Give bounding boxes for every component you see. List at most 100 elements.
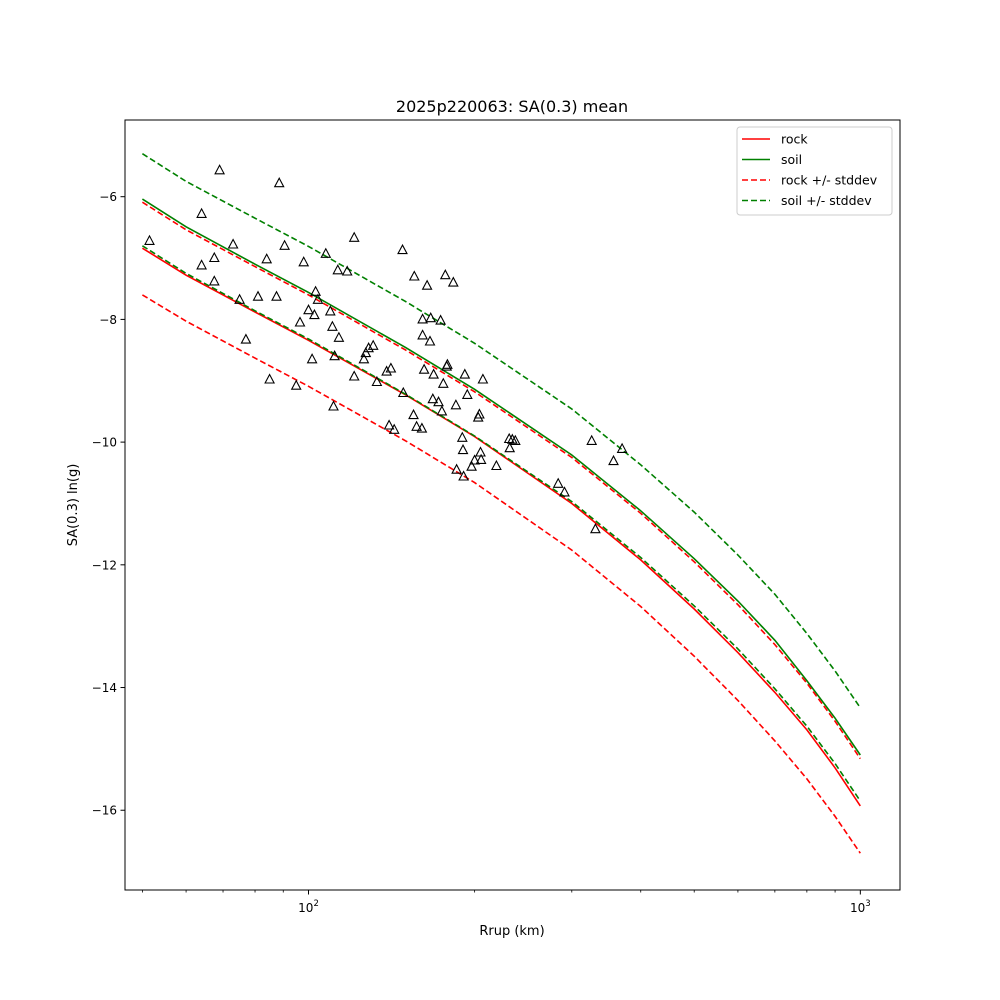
- x-tick-label: 103: [850, 899, 871, 915]
- series-line-2: [141, 201, 861, 760]
- observation-point-18: [303, 304, 314, 315]
- observation-point-27: [329, 350, 341, 361]
- observation-point-83: [552, 477, 564, 488]
- observation-point-85: [586, 434, 598, 445]
- observation-point-20: [308, 308, 320, 320]
- observation-point-34: [360, 346, 372, 358]
- chart-title: 2025p220063: SA(0.3) mean: [396, 97, 628, 116]
- y-tick-label: −6: [99, 190, 117, 204]
- observation-point-80: [504, 442, 516, 453]
- series-line-3: [141, 294, 861, 854]
- legend-label: soil: [781, 152, 802, 167]
- observation-point-63: [447, 276, 459, 287]
- observation-point-66: [456, 431, 468, 442]
- observation-point-9: [252, 290, 264, 301]
- legend: rock soil rock +/- stddev soil +/- stddev: [736, 126, 893, 216]
- observation-point-32: [348, 370, 360, 381]
- observation-point-70: [461, 388, 473, 399]
- observation-point-62: [441, 358, 453, 369]
- observation-point-78: [490, 459, 502, 471]
- observation-point-88: [616, 442, 628, 453]
- observation-point-57: [435, 314, 447, 325]
- observation-point-68: [458, 470, 470, 481]
- plot-curves: [141, 153, 861, 854]
- observation-point-55: [428, 368, 440, 379]
- observation-point-71: [466, 460, 478, 471]
- x-axis: 102 103: [141, 890, 871, 915]
- y-tick-label: −10: [92, 436, 117, 450]
- observation-point-19: [306, 353, 318, 364]
- observation-point-33: [358, 353, 370, 364]
- y-tick-label: −8: [99, 313, 117, 327]
- observation-point-43: [397, 386, 409, 398]
- observation-point-4: [208, 275, 220, 286]
- observation-point-7: [234, 293, 246, 304]
- y-tick-label: −14: [92, 681, 117, 695]
- y-tick-label: −12: [92, 558, 117, 572]
- plot-frame: [124, 119, 901, 891]
- observation-point-42: [397, 243, 408, 255]
- observation-point-53: [425, 312, 437, 323]
- observation-point-23: [320, 247, 332, 258]
- observation-point-81: [506, 433, 518, 444]
- observation-point-54: [427, 393, 439, 404]
- series-line-5: [141, 245, 861, 802]
- legend-label: rock +/- stddev: [781, 173, 878, 188]
- x-tick-label: 102: [298, 899, 319, 915]
- legend-label: rock: [781, 132, 808, 147]
- observation-point-86: [589, 523, 601, 534]
- series-line-0: [141, 247, 861, 807]
- observation-point-10: [261, 253, 273, 264]
- observation-point-51: [421, 279, 433, 290]
- observation-point-29: [333, 331, 345, 342]
- observation-point-64: [450, 399, 462, 410]
- observation-point-69: [459, 368, 471, 379]
- observation-point-28: [332, 264, 344, 275]
- observation-points: [144, 164, 628, 534]
- observation-point-21: [310, 285, 322, 296]
- observation-point-37: [371, 375, 383, 387]
- observation-point-77: [477, 373, 489, 384]
- observation-point-2: [196, 259, 208, 270]
- observation-point-49: [417, 329, 429, 340]
- observation-point-76: [475, 453, 487, 464]
- observation-point-46: [411, 420, 423, 431]
- observation-point-38: [381, 365, 393, 376]
- observation-point-35: [363, 342, 375, 353]
- observation-point-40: [385, 362, 397, 373]
- observation-point-79: [503, 432, 515, 444]
- observation-point-11: [264, 373, 276, 384]
- observation-point-47: [416, 422, 428, 433]
- observation-point-72: [469, 454, 481, 465]
- observation-point-22: [312, 293, 324, 304]
- y-axis-label: SA(0.3) ln(g): [66, 464, 81, 547]
- observation-point-58: [436, 405, 448, 416]
- observation-point-14: [279, 239, 291, 250]
- observation-point-56: [433, 396, 444, 407]
- observation-point-41: [388, 423, 400, 434]
- observation-point-87: [608, 454, 619, 466]
- observation-point-25: [326, 320, 338, 331]
- observation-point-44: [408, 408, 419, 420]
- observation-point-67: [457, 443, 469, 455]
- observation-point-13: [273, 177, 285, 188]
- observation-point-30: [341, 265, 353, 276]
- observation-point-15: [290, 379, 302, 390]
- observation-point-31: [348, 231, 360, 242]
- observation-point-6: [227, 238, 239, 249]
- observation-point-39: [383, 419, 395, 430]
- observation-point-3: [208, 251, 220, 263]
- observation-point-1: [196, 207, 208, 218]
- observation-point-60: [439, 269, 451, 280]
- observation-point-45: [408, 270, 420, 281]
- series-line-4: [141, 153, 861, 709]
- y-axis: −16 −14 −12 −10 −8 −6: [92, 190, 125, 818]
- observation-point-26: [328, 400, 339, 411]
- observation-point-74: [473, 408, 485, 419]
- observation-point-24: [324, 305, 336, 316]
- observation-point-8: [240, 333, 252, 344]
- y-tick-label: −16: [92, 804, 117, 818]
- observation-point-50: [418, 363, 430, 374]
- observation-point-59: [437, 377, 449, 388]
